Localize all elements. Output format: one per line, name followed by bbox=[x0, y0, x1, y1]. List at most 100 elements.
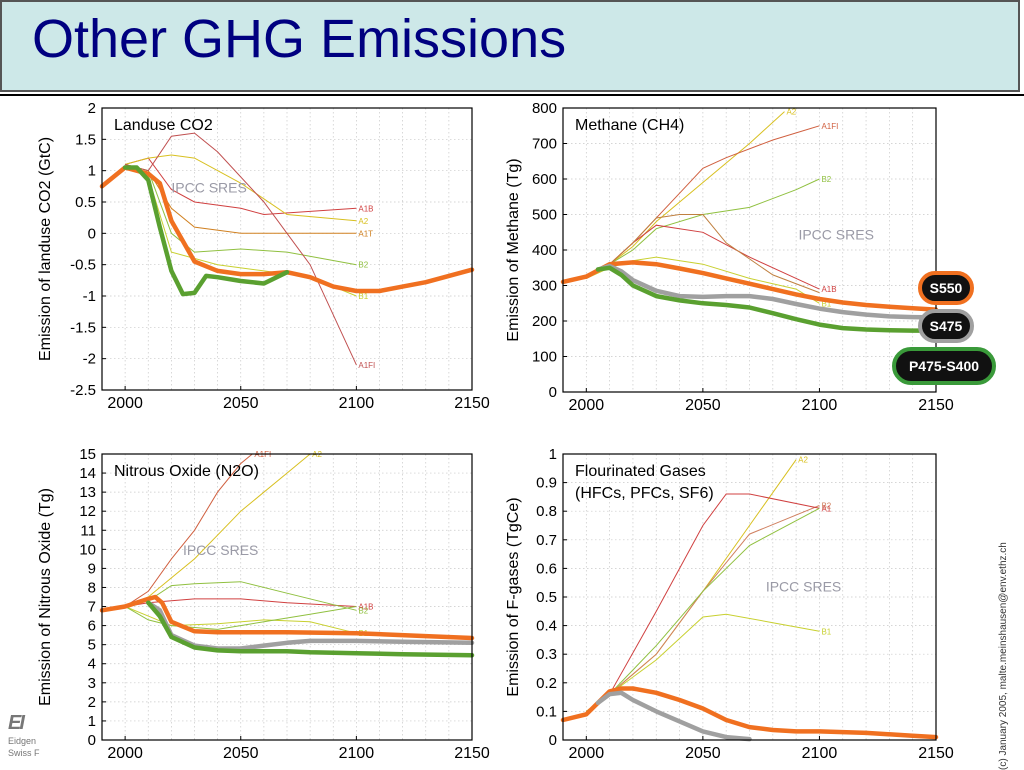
institution-logo: EI Eidgen Swiss F bbox=[8, 712, 48, 768]
y-tick-label: 200 bbox=[532, 313, 557, 330]
sres-annotation: IPCC SRES bbox=[766, 578, 841, 594]
y-tick-label: 0 bbox=[88, 732, 96, 749]
sres-label: B1 bbox=[821, 627, 831, 636]
x-tick-label: 2100 bbox=[802, 745, 838, 762]
sres-label: A1T bbox=[358, 229, 373, 238]
legend-badge-label: S475 bbox=[930, 318, 963, 334]
sres-label: A2 bbox=[798, 456, 808, 465]
title-banner: Other GHG Emissions bbox=[0, 0, 1020, 92]
y-tick-label: 8 bbox=[88, 579, 96, 596]
y-tick-label: -0.5 bbox=[70, 257, 96, 274]
x-tick-label: 2150 bbox=[918, 745, 954, 762]
y-tick-label: 5 bbox=[88, 637, 96, 654]
sres-label: A1B bbox=[821, 285, 836, 294]
y-tick-label: 0.9 bbox=[536, 475, 557, 492]
y-tick-label: 0.8 bbox=[536, 503, 557, 520]
y-axis-label: Emission of Nitrous Oxide (Tg) bbox=[37, 488, 54, 706]
y-tick-label: 1.5 bbox=[75, 131, 96, 148]
logo-text-line2: Swiss F bbox=[8, 747, 48, 759]
y-tick-label: -2.5 bbox=[70, 382, 96, 399]
x-tick-label: 2050 bbox=[685, 745, 721, 762]
chart-title: Nitrous Oxide (N2O) bbox=[114, 463, 259, 480]
chart-title: Methane (CH4) bbox=[575, 117, 684, 134]
scenario-legend: S550 S475 P475-S400 bbox=[890, 266, 1000, 388]
x-tick-label: 2100 bbox=[339, 745, 375, 762]
x-tick-label: 2050 bbox=[223, 745, 259, 762]
y-tick-label: 0 bbox=[88, 225, 96, 242]
x-tick-label: 2000 bbox=[569, 745, 605, 762]
y-tick-label: 0.5 bbox=[75, 194, 96, 211]
x-tick-label: 2150 bbox=[454, 395, 490, 412]
chart-subtitle: (HFCs, PFCs, SF6) bbox=[575, 485, 714, 502]
sres-label: A1FI bbox=[821, 122, 838, 131]
y-tick-label: -1 bbox=[83, 288, 96, 305]
sres-label: A1 bbox=[821, 504, 831, 513]
y-tick-label: 0.2 bbox=[536, 675, 557, 692]
y-tick-label: 2 bbox=[88, 694, 96, 711]
y-tick-label: 700 bbox=[532, 136, 557, 153]
x-tick-label: 2100 bbox=[802, 397, 838, 414]
y-tick-label: 0.1 bbox=[536, 703, 557, 720]
sres-label: B1 bbox=[358, 292, 368, 301]
sres-annotation: IPCC SRES bbox=[171, 180, 246, 196]
y-tick-label: 15 bbox=[79, 446, 96, 463]
x-tick-label: 2050 bbox=[685, 397, 721, 414]
y-tick-label: 0.4 bbox=[536, 618, 557, 635]
x-tick-label: 2100 bbox=[339, 395, 375, 412]
y-tick-label: -2 bbox=[83, 351, 96, 368]
chart-title: Flourinated Gases bbox=[575, 463, 706, 480]
x-tick-label: 2050 bbox=[223, 395, 259, 412]
sres-annotation: IPCC SRES bbox=[798, 226, 873, 242]
sres-label: B2 bbox=[821, 175, 831, 184]
legend-badge-label: P475-S400 bbox=[909, 358, 979, 374]
sres-label: B2 bbox=[358, 606, 368, 615]
y-tick-label: 6 bbox=[88, 618, 96, 635]
y-tick-label: 600 bbox=[532, 171, 557, 188]
y-axis-label: Emission of Methane (Tg) bbox=[505, 158, 522, 341]
y-tick-label: 11 bbox=[80, 522, 96, 539]
y-tick-label: 9 bbox=[88, 560, 96, 577]
y-axis-label: Emission of F-gases (TgCe) bbox=[505, 497, 522, 696]
sres-label: A1FI bbox=[358, 361, 375, 370]
y-tick-label: 10 bbox=[79, 541, 96, 558]
y-tick-label: 0 bbox=[549, 732, 557, 749]
y-tick-label: 13 bbox=[79, 484, 96, 501]
x-tick-label: 2000 bbox=[107, 745, 143, 762]
y-tick-label: 4 bbox=[88, 656, 96, 673]
y-tick-label: 14 bbox=[79, 465, 96, 482]
y-tick-label: 0.3 bbox=[536, 646, 557, 663]
y-tick-label: 800 bbox=[532, 100, 557, 117]
y-tick-label: 1 bbox=[88, 163, 96, 180]
y-tick-label: 0.6 bbox=[536, 560, 557, 577]
y-axis-label: Emission of landuse CO2 (GtC) bbox=[37, 137, 54, 361]
sres-label: A1B bbox=[358, 204, 373, 213]
sres-annotation: IPCC SRES bbox=[183, 542, 258, 558]
y-tick-label: 500 bbox=[532, 207, 557, 224]
sres-label: A2 bbox=[358, 217, 368, 226]
y-tick-label: 7 bbox=[88, 599, 96, 616]
x-tick-label: 2000 bbox=[569, 397, 605, 414]
copyright-note: (c) January 2005, malte.meinshausen@env.… bbox=[998, 542, 1009, 770]
chart-landuse-co2: A1B A2 A1T B2 B1 A1FI 2 1.5 1 0.5 0 -0.5 -1 -1.5 -2 -2.… bbox=[0, 96, 500, 418]
sres-label: B2 bbox=[358, 261, 368, 270]
x-tick-label: 2000 bbox=[107, 395, 143, 412]
y-tick-label: 1 bbox=[88, 713, 96, 730]
y-tick-label: 0.5 bbox=[536, 589, 557, 606]
y-tick-label: 400 bbox=[532, 242, 557, 259]
page-title: Other GHG Emissions bbox=[32, 8, 566, 70]
y-tick-label: 300 bbox=[532, 278, 557, 295]
y-tick-label: 12 bbox=[79, 503, 96, 520]
logo-text-line1: Eidgen bbox=[8, 735, 48, 747]
x-tick-label: 2150 bbox=[454, 745, 490, 762]
logo-mark: EI bbox=[8, 712, 48, 735]
y-tick-label: 2 bbox=[88, 100, 96, 117]
y-tick-label: 100 bbox=[532, 349, 557, 366]
y-tick-label: 1 bbox=[549, 446, 557, 463]
y-tick-label: 0 bbox=[549, 384, 557, 401]
x-tick-label: 2150 bbox=[918, 397, 954, 414]
y-tick-label: -1.5 bbox=[70, 319, 96, 336]
sres-label: A2 bbox=[786, 108, 796, 117]
legend-badge-label: S550 bbox=[930, 280, 963, 296]
